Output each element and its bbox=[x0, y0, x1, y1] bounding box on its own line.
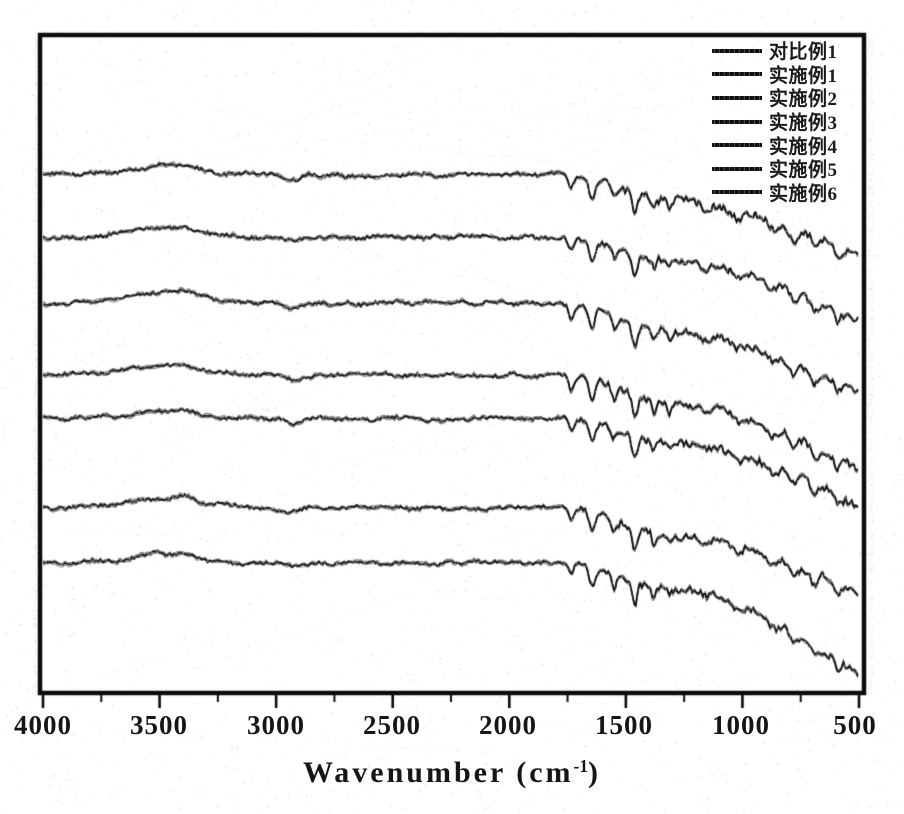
legend-item: 实施例1 bbox=[712, 63, 838, 87]
x-tick-1500: 1500 bbox=[595, 710, 653, 740]
legend-line-swatch bbox=[712, 166, 762, 171]
legend-line-swatch bbox=[712, 72, 762, 77]
x-tick-500: 500 bbox=[833, 710, 877, 740]
legend-line-swatch bbox=[712, 48, 762, 53]
legend-label: 对比例1 bbox=[769, 42, 838, 64]
x-axis-title-text: Wavenumber (cm bbox=[302, 756, 574, 789]
legend-item: 实施例3 bbox=[712, 110, 838, 134]
legend-item: 对比例1 bbox=[712, 39, 838, 64]
legend-label: 实施例1 bbox=[769, 65, 838, 88]
legend-label: 实施例3 bbox=[769, 112, 838, 135]
legend-item: 实施例2 bbox=[712, 86, 838, 111]
x-axis-title-suffix: ) bbox=[588, 756, 602, 789]
x-tick-2000: 2000 bbox=[479, 710, 537, 740]
x-tick-4000: 4000 bbox=[14, 710, 72, 740]
legend-label: 实施例5 bbox=[769, 160, 838, 182]
legend-item: 实施例4 bbox=[712, 133, 838, 158]
x-tick-1000: 1000 bbox=[712, 710, 770, 740]
legend-line-swatch bbox=[712, 190, 762, 195]
legend-item: 实施例5 bbox=[712, 157, 838, 182]
legend-label: 实施例2 bbox=[769, 89, 838, 111]
legend-line-swatch bbox=[712, 119, 762, 124]
legend-line-swatch bbox=[712, 95, 762, 100]
legend-item: 实施例6 bbox=[712, 181, 838, 205]
x-axis-title: Wavenumber (cm-1) bbox=[303, 756, 601, 790]
legend: 对比例1 实施例1 实施例2 实施例3 实施例4 实施例5 实施例6 bbox=[712, 39, 838, 205]
x-tick-3500: 3500 bbox=[130, 710, 188, 740]
x-tick-2500: 2500 bbox=[363, 710, 421, 740]
legend-label: 实施例4 bbox=[769, 136, 838, 158]
legend-line-swatch bbox=[712, 143, 762, 148]
legend-label: 实施例6 bbox=[769, 183, 838, 206]
x-axis-title-superscript: -1 bbox=[573, 756, 589, 776]
x-tick-3000: 3000 bbox=[247, 710, 305, 740]
